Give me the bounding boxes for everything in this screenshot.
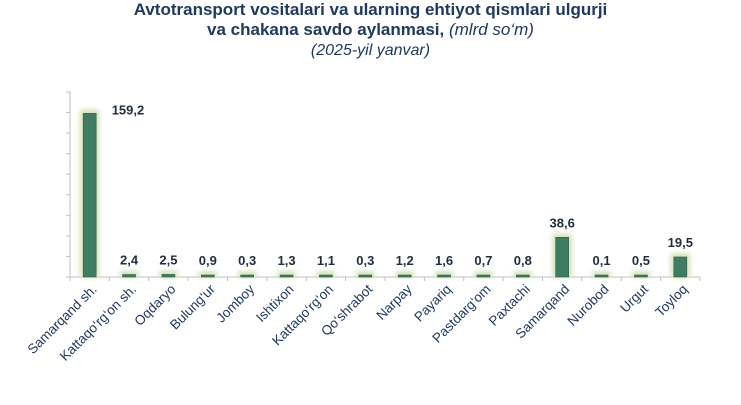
value-label: 0,3	[356, 253, 374, 268]
value-label: 2,4	[120, 253, 139, 268]
bar	[437, 274, 451, 278]
chart-subtitle: (2025-yil yanvar)	[310, 42, 431, 59]
bar	[397, 274, 412, 278]
value-label: 2,5	[159, 252, 177, 267]
bar	[634, 274, 648, 278]
chart-title-text: va chakana savdo aylanmasi,	[207, 20, 445, 39]
bar	[476, 274, 491, 278]
bar	[201, 274, 215, 278]
bar	[555, 237, 569, 278]
bar	[358, 274, 373, 278]
value-label: 0,7	[474, 253, 492, 268]
chart-bars	[79, 109, 691, 278]
value-label: 0,3	[238, 253, 256, 268]
value-label: 0,8	[514, 253, 532, 268]
chart-title-line-1: Avtotransport vositalari va ularning eht…	[133, 0, 608, 19]
category-label: Narpay	[373, 281, 415, 323]
category-label: Nurobod	[564, 282, 611, 329]
chart-title-block: Avtotransport vositalari va ularning eht…	[0, 0, 741, 61]
bar	[82, 113, 97, 278]
value-label: 1,1	[317, 253, 335, 268]
category-label: Urgut	[617, 281, 651, 315]
chart-title-unit: (mlrd so‘m)	[448, 20, 534, 39]
category-label: Samarqand sh.	[24, 282, 99, 357]
bar	[161, 274, 176, 278]
value-label: 1,6	[435, 253, 453, 268]
value-label: 38,6	[550, 215, 575, 230]
chart-category-labels: Samarqand sh.Kattaqo‘rg‘on sh.OqdaryoBul…	[24, 281, 690, 364]
value-label: 0,9	[199, 253, 217, 268]
value-label: 0,1	[593, 253, 611, 268]
value-label: 0,5	[632, 253, 650, 268]
bar	[240, 274, 254, 278]
bar	[279, 274, 294, 278]
value-label: 159,2	[112, 102, 145, 117]
bar	[516, 274, 530, 278]
value-label: 1,2	[396, 253, 414, 268]
bar	[673, 256, 688, 278]
category-label: Toyloq	[652, 282, 690, 320]
bar	[594, 274, 609, 278]
bar	[319, 274, 333, 278]
chart-title-line-2: va chakana savdo aylanmasi, (mlrd so‘m)	[0, 20, 741, 40]
bar	[122, 274, 136, 278]
chart-value-labels: 159,2 2,4 2,5 0,9 0,3 1,3 1,1 0,3 1,2 1,6 0,7 0,8 38…	[112, 102, 693, 268]
value-label: 19,5	[668, 235, 693, 250]
category-label: Jomboy	[213, 281, 257, 325]
value-label: 1,3	[278, 253, 296, 268]
